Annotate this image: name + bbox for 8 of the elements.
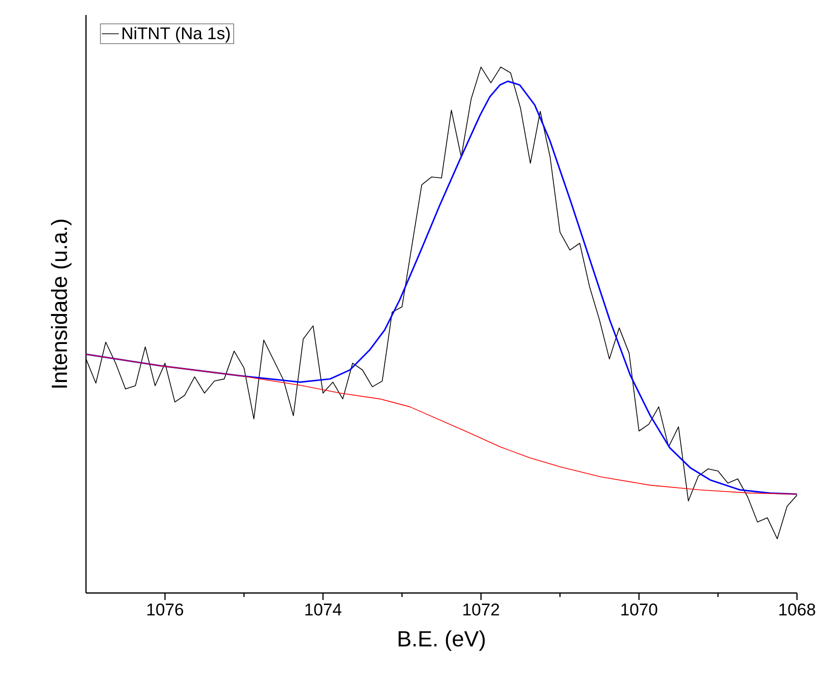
x-tick-label: 1074 xyxy=(305,604,342,616)
x-tick-label: 1076 xyxy=(147,604,184,616)
x-tick-label: 1068 xyxy=(779,604,816,616)
legend-label: NiTNT (Na 1s) xyxy=(122,26,230,43)
x-tick-label: 1072 xyxy=(463,604,500,616)
x-tick-label: 1070 xyxy=(621,604,658,616)
y-axis-title: Intensidade (u.a.) xyxy=(50,220,72,388)
x-axis-title: B.E. (eV) xyxy=(398,630,485,651)
